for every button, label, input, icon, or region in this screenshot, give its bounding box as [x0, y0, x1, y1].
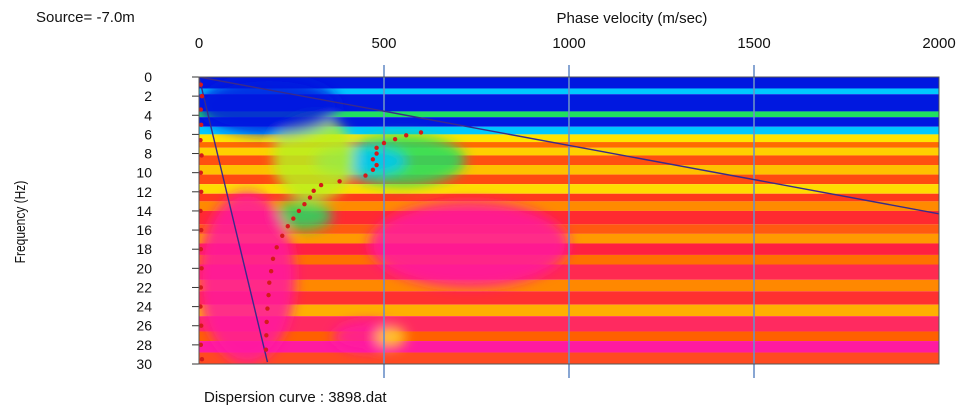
picked-point — [264, 319, 269, 325]
picked-point — [404, 133, 409, 138]
picked-point — [370, 157, 376, 162]
y-tick-label: 16 — [136, 222, 152, 238]
y-tick-label: 20 — [136, 260, 152, 276]
heatmap-patch — [369, 201, 569, 288]
picked-point — [266, 292, 271, 298]
reference-lines — [199, 77, 939, 363]
picked-point — [199, 208, 203, 214]
picked-point — [199, 122, 204, 128]
heatmap-patch — [199, 77, 340, 135]
picked-point — [199, 266, 204, 271]
picked-point — [296, 208, 302, 214]
y-tick-label: 10 — [136, 165, 152, 181]
picked-point — [392, 136, 398, 142]
x-axis-title: Phase velocity (m/sec) — [557, 10, 708, 27]
picked-point — [302, 202, 307, 207]
picked-point — [199, 247, 204, 252]
x-tick-label: 0 — [195, 35, 203, 52]
picked-point — [199, 153, 204, 158]
plot-frame — [198, 76, 940, 365]
y-tick-label: 0 — [144, 69, 152, 85]
y-tick-label: 24 — [136, 299, 152, 315]
y-tick-label: 2 — [144, 88, 152, 104]
picked-point — [268, 269, 274, 274]
y-tick-label: 14 — [136, 203, 152, 219]
picked-point — [199, 107, 204, 112]
picked-point — [199, 357, 205, 362]
picked-point — [374, 145, 379, 150]
picked-point — [370, 167, 376, 172]
picked-point — [199, 137, 203, 143]
y-tick-label: 6 — [144, 126, 152, 142]
y-axis-title: Frequency (Hz) — [12, 181, 29, 264]
picked-point — [318, 182, 324, 188]
picked-point — [363, 173, 368, 178]
grid-lines — [383, 65, 755, 378]
y-tick-label: 8 — [144, 146, 152, 162]
reference-line — [199, 77, 939, 215]
y-tick-label: 4 — [144, 107, 152, 123]
picked-point — [199, 82, 204, 87]
heatmap-patch — [273, 201, 333, 231]
picked-point — [199, 342, 204, 348]
y-tick-label: 22 — [136, 279, 152, 295]
picked-point — [270, 256, 276, 261]
reference-line — [199, 77, 269, 363]
picked-point — [274, 245, 279, 250]
x-tick-label: 1500 — [737, 35, 770, 52]
picked-point — [418, 130, 424, 135]
heatmap-patch — [376, 327, 407, 347]
x-axis-ticks: 0 500 1000 1500 2000 — [195, 35, 956, 52]
picked-point — [381, 140, 387, 146]
y-tick-label: 26 — [136, 318, 152, 334]
picked-point — [337, 179, 342, 184]
y-tick-label: 18 — [136, 241, 152, 257]
picked-point — [199, 93, 205, 99]
picked-point — [199, 285, 204, 290]
y-tick-label: 12 — [136, 184, 152, 200]
x-tick-label: 500 — [371, 35, 396, 52]
picked-point — [307, 195, 313, 200]
picked-point — [199, 227, 204, 233]
y-tick-label: 30 — [136, 356, 152, 372]
dispersion-curve-label: Dispersion curve : 3898.dat — [204, 389, 387, 406]
picked-point — [374, 162, 379, 168]
picked-point — [199, 189, 204, 194]
y-tick-label: 28 — [136, 337, 152, 353]
energy-patches — [199, 77, 569, 364]
source-label: Source= -7.0m — [36, 9, 135, 26]
picked-point — [263, 347, 269, 352]
picked-point — [199, 304, 203, 309]
x-tick-label: 1000 — [552, 35, 585, 52]
heatmap-patch — [273, 115, 355, 202]
picked-point — [280, 233, 285, 239]
picked-point — [265, 306, 270, 311]
picked-point — [199, 170, 204, 175]
picked-point — [267, 280, 272, 285]
picked-point — [285, 224, 290, 229]
picked-point — [291, 216, 296, 221]
x-tick-label: 2000 — [922, 35, 955, 52]
picked-point — [311, 188, 316, 194]
picked-point — [374, 151, 379, 156]
picked-point — [199, 323, 204, 328]
picked-points — [199, 82, 424, 362]
picked-point — [264, 333, 269, 338]
